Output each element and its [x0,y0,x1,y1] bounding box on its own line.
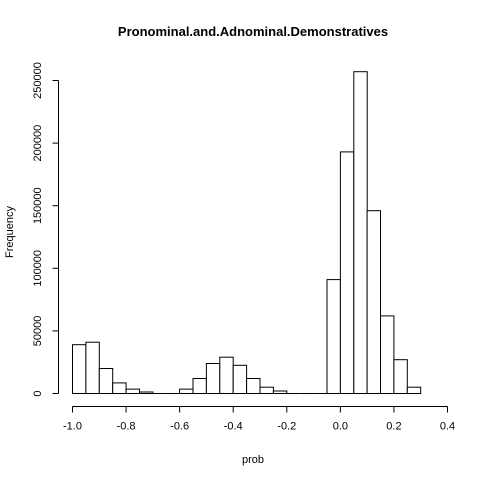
histogram-bar-25 [406,386,422,395]
x-tick-label: 0.0 [333,421,348,433]
x-tick-label: 0.4 [440,421,455,433]
y-tick-label: 50000 [32,316,44,347]
histogram-bar-14 [259,386,274,395]
y-tick-label: 250000 [32,62,44,99]
histogram-bar-0 [72,344,87,395]
x-tick-label: -1.0 [63,421,82,433]
histogram-bar-3 [112,382,127,394]
histogram-bar-2 [98,368,114,394]
x-axis-label: prob [242,454,264,466]
histogram-bar-8 [179,388,194,395]
y-axis: 0 50000 100000 150000 200000 250000 [32,62,59,397]
y-tick-label: 100000 [32,250,44,287]
chart-title: Pronominal.and.Adnominal.Demonstratives [118,24,388,39]
histogram-bar-19 [326,279,341,395]
histogram-bar-10 [205,363,221,394]
histogram-bar-15 [272,390,288,394]
y-tick-label: 0 [32,390,44,396]
histogram-bar-11 [219,356,234,395]
y-tick-label: 200000 [32,125,44,162]
x-tick-label: -0.8 [117,421,136,433]
histogram-bars [72,71,422,395]
histogram-bar-23 [380,315,395,394]
histogram-bar-5 [139,391,154,394]
x-tick-label: -0.4 [224,421,243,433]
histogram-bar-13 [246,378,261,394]
histogram-bar-20 [339,151,355,394]
histogram-bar-4 [125,388,140,395]
histogram-bar-9 [192,378,207,394]
x-axis: -1.0 -0.8 -0.6 -0.4 -0.2 0.0 0.2 0.4 [63,406,455,433]
histogram-bar-12 [232,364,248,394]
y-tick-label: 150000 [32,187,44,224]
histogram-bar-24 [393,359,408,395]
x-tick-label: -0.6 [170,421,189,433]
x-tick-label: -0.2 [277,421,296,433]
x-tick-label: 0.2 [386,421,401,433]
histogram-bar-22 [366,210,382,394]
y-axis-label: Frequency [4,206,16,258]
histogram-bar-1 [85,341,100,395]
histogram-bar-21 [353,71,368,394]
